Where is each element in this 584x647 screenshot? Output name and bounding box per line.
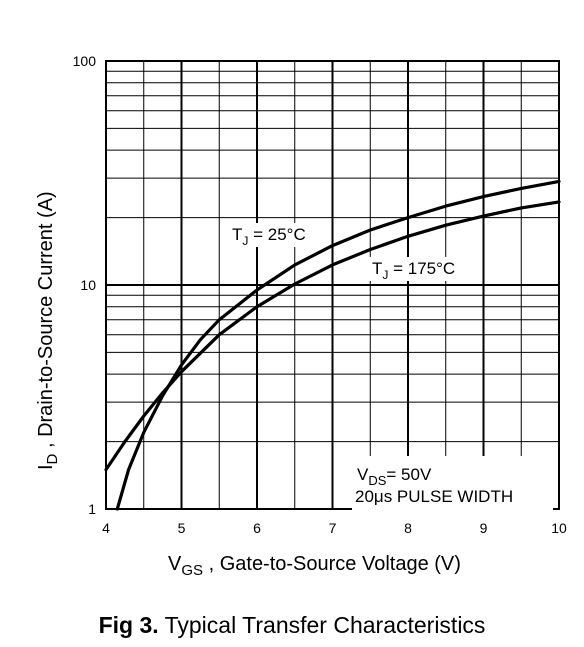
x-tick-label: 6 — [253, 520, 261, 536]
x-tick-label: 4 — [102, 520, 110, 536]
x-tick-label: 7 — [329, 520, 337, 536]
data-series — [104, 179, 561, 511]
series-line-175c — [104, 200, 561, 472]
x-tick-label: 10 — [551, 520, 567, 536]
x-tick-label: 5 — [178, 520, 186, 536]
series-label-175c: TJ = 175°C — [372, 259, 455, 282]
y-tick-label: 10 — [80, 277, 96, 293]
series-labels: TJ = 25°C TJ = 175°C — [229, 223, 474, 282]
x-axis-label: VGS , Gate-to-Source Voltage (V) — [168, 553, 461, 579]
annotation-background — [352, 456, 553, 510]
plot-frame — [105, 60, 560, 510]
annotation-pulse-width: 20μs PULSE WIDTH — [355, 487, 513, 506]
series-label-background — [369, 257, 474, 281]
figure-caption: Fig 3. Typical Transfer Characteristics — [0, 612, 584, 639]
y-tick-labels: 1 10 100 — [73, 53, 97, 517]
x-tick-label: 8 — [404, 520, 412, 536]
y-tick-label: 1 — [88, 501, 96, 517]
x-tick-label: 9 — [480, 520, 488, 536]
series-label-background — [229, 223, 324, 247]
y-axis-label: ID , Drain-to-Source Current (A) — [35, 191, 61, 470]
series-label-25c: TJ = 25°C — [232, 225, 306, 248]
figure-number: Fig 3. — [98, 612, 159, 638]
series-line-25c — [115, 179, 561, 511]
major-grid — [106, 61, 559, 509]
x-tick-labels: 4 5 6 7 8 9 10 — [102, 520, 567, 536]
transfer-characteristics-chart: 4 5 6 7 8 9 10 1 10 100 TJ = 25°C TJ = 175°C VDS=… — [35, 53, 567, 579]
figure-title: Typical Transfer Characteristics — [164, 612, 486, 638]
annotation-vds: VDS= 50V — [357, 465, 432, 488]
y-tick-label: 100 — [73, 53, 97, 69]
